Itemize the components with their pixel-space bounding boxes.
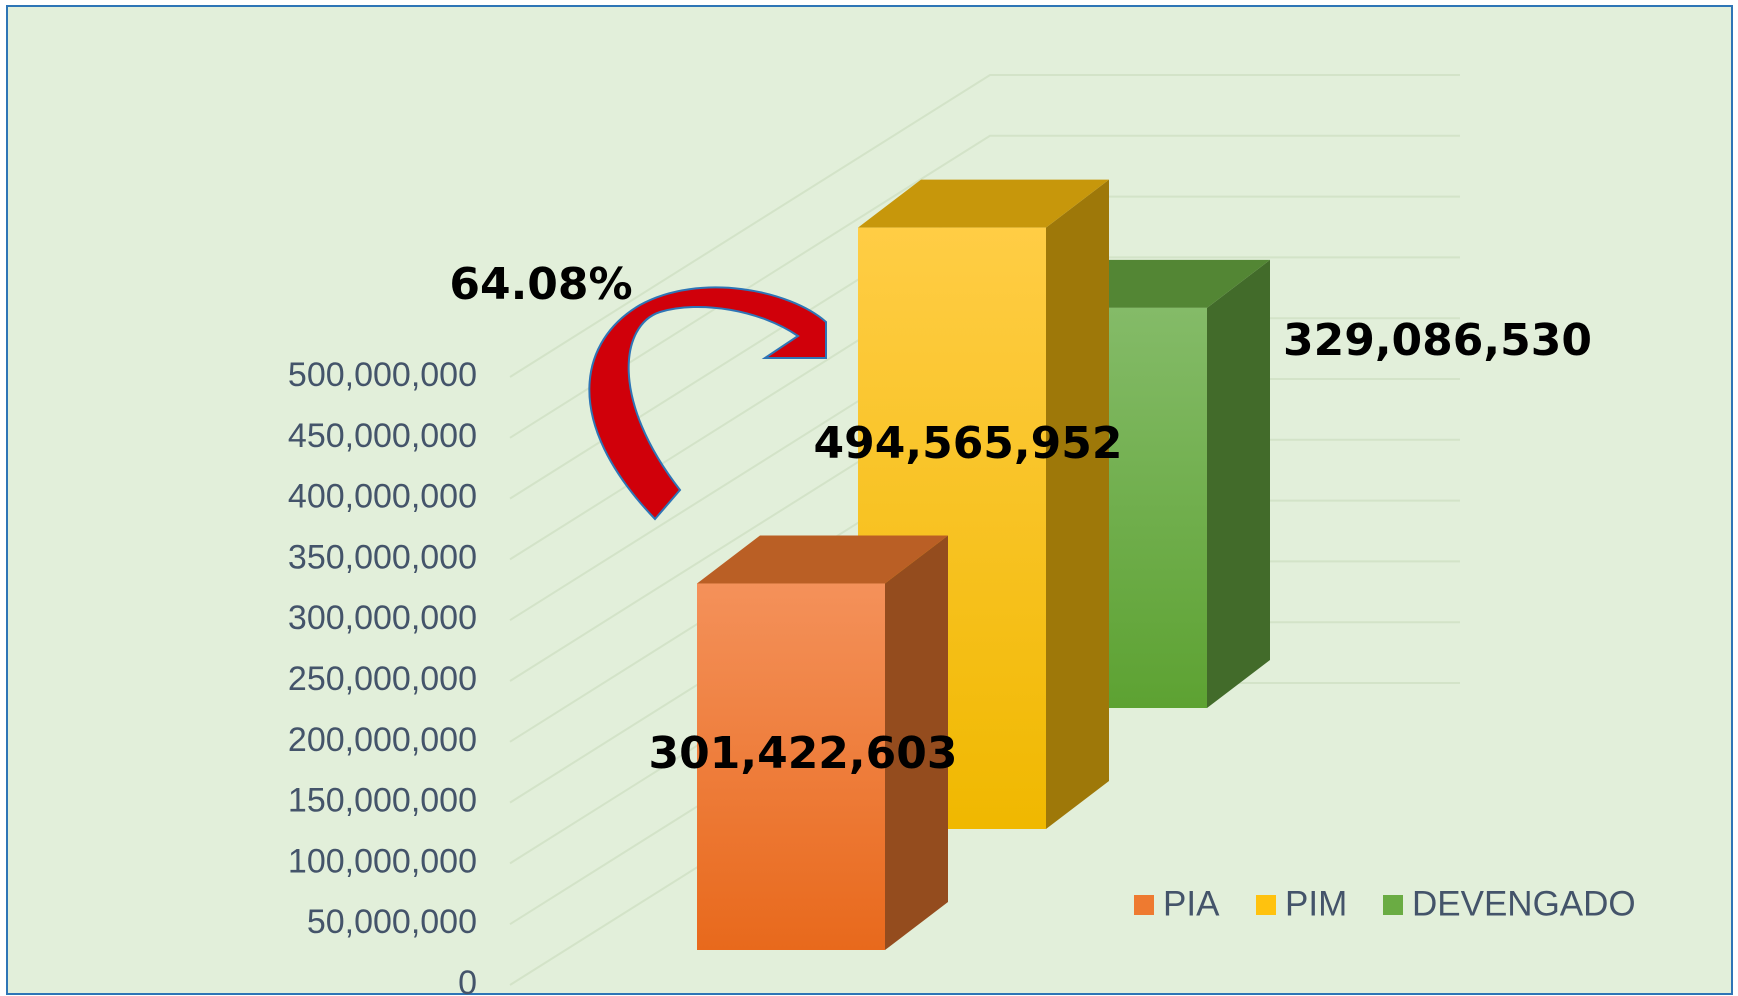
bar-top xyxy=(858,179,1109,228)
y-tick-label: 100,000,000 xyxy=(288,842,477,880)
legend-swatch xyxy=(1134,895,1154,915)
y-tick-label: 200,000,000 xyxy=(288,721,477,759)
annotation: 64.08% xyxy=(449,259,632,310)
y-tick-label: 300,000,000 xyxy=(288,599,477,637)
y-tick-label: 250,000,000 xyxy=(288,660,477,698)
grid-line xyxy=(509,134,1460,439)
bar-side xyxy=(885,535,948,950)
data-label: 301,422,603 xyxy=(649,728,958,779)
legend-label: DEVENGADO xyxy=(1412,884,1636,923)
legend-label: PIM xyxy=(1285,884,1347,923)
bar xyxy=(697,535,948,950)
y-tick-label: 400,000,000 xyxy=(288,478,477,516)
y-tick-label: 0 xyxy=(458,964,477,996)
bar-side xyxy=(1046,179,1109,830)
legend: PIA PIM DEVENGADO xyxy=(1134,884,1636,923)
y-tick-label: 50,000,000 xyxy=(307,903,477,941)
bar-front xyxy=(697,583,885,950)
bars xyxy=(697,179,1270,950)
grid-line xyxy=(509,74,1460,378)
legend-label: PIA xyxy=(1163,884,1220,923)
data-label: 494,565,952 xyxy=(814,418,1123,469)
y-tick-label: 500,000,000 xyxy=(288,356,477,394)
bar-top xyxy=(697,535,948,584)
y-tick-label: 350,000,000 xyxy=(288,538,477,576)
data-label: 329,086,530 xyxy=(1283,315,1592,366)
y-tick-label: 450,000,000 xyxy=(288,417,477,455)
bar-side xyxy=(1207,259,1270,708)
arrow xyxy=(588,286,827,521)
legend-swatch xyxy=(1383,895,1403,915)
bar xyxy=(858,179,1109,830)
y-tick-label: 150,000,000 xyxy=(288,782,477,820)
legend-swatch xyxy=(1256,895,1276,915)
